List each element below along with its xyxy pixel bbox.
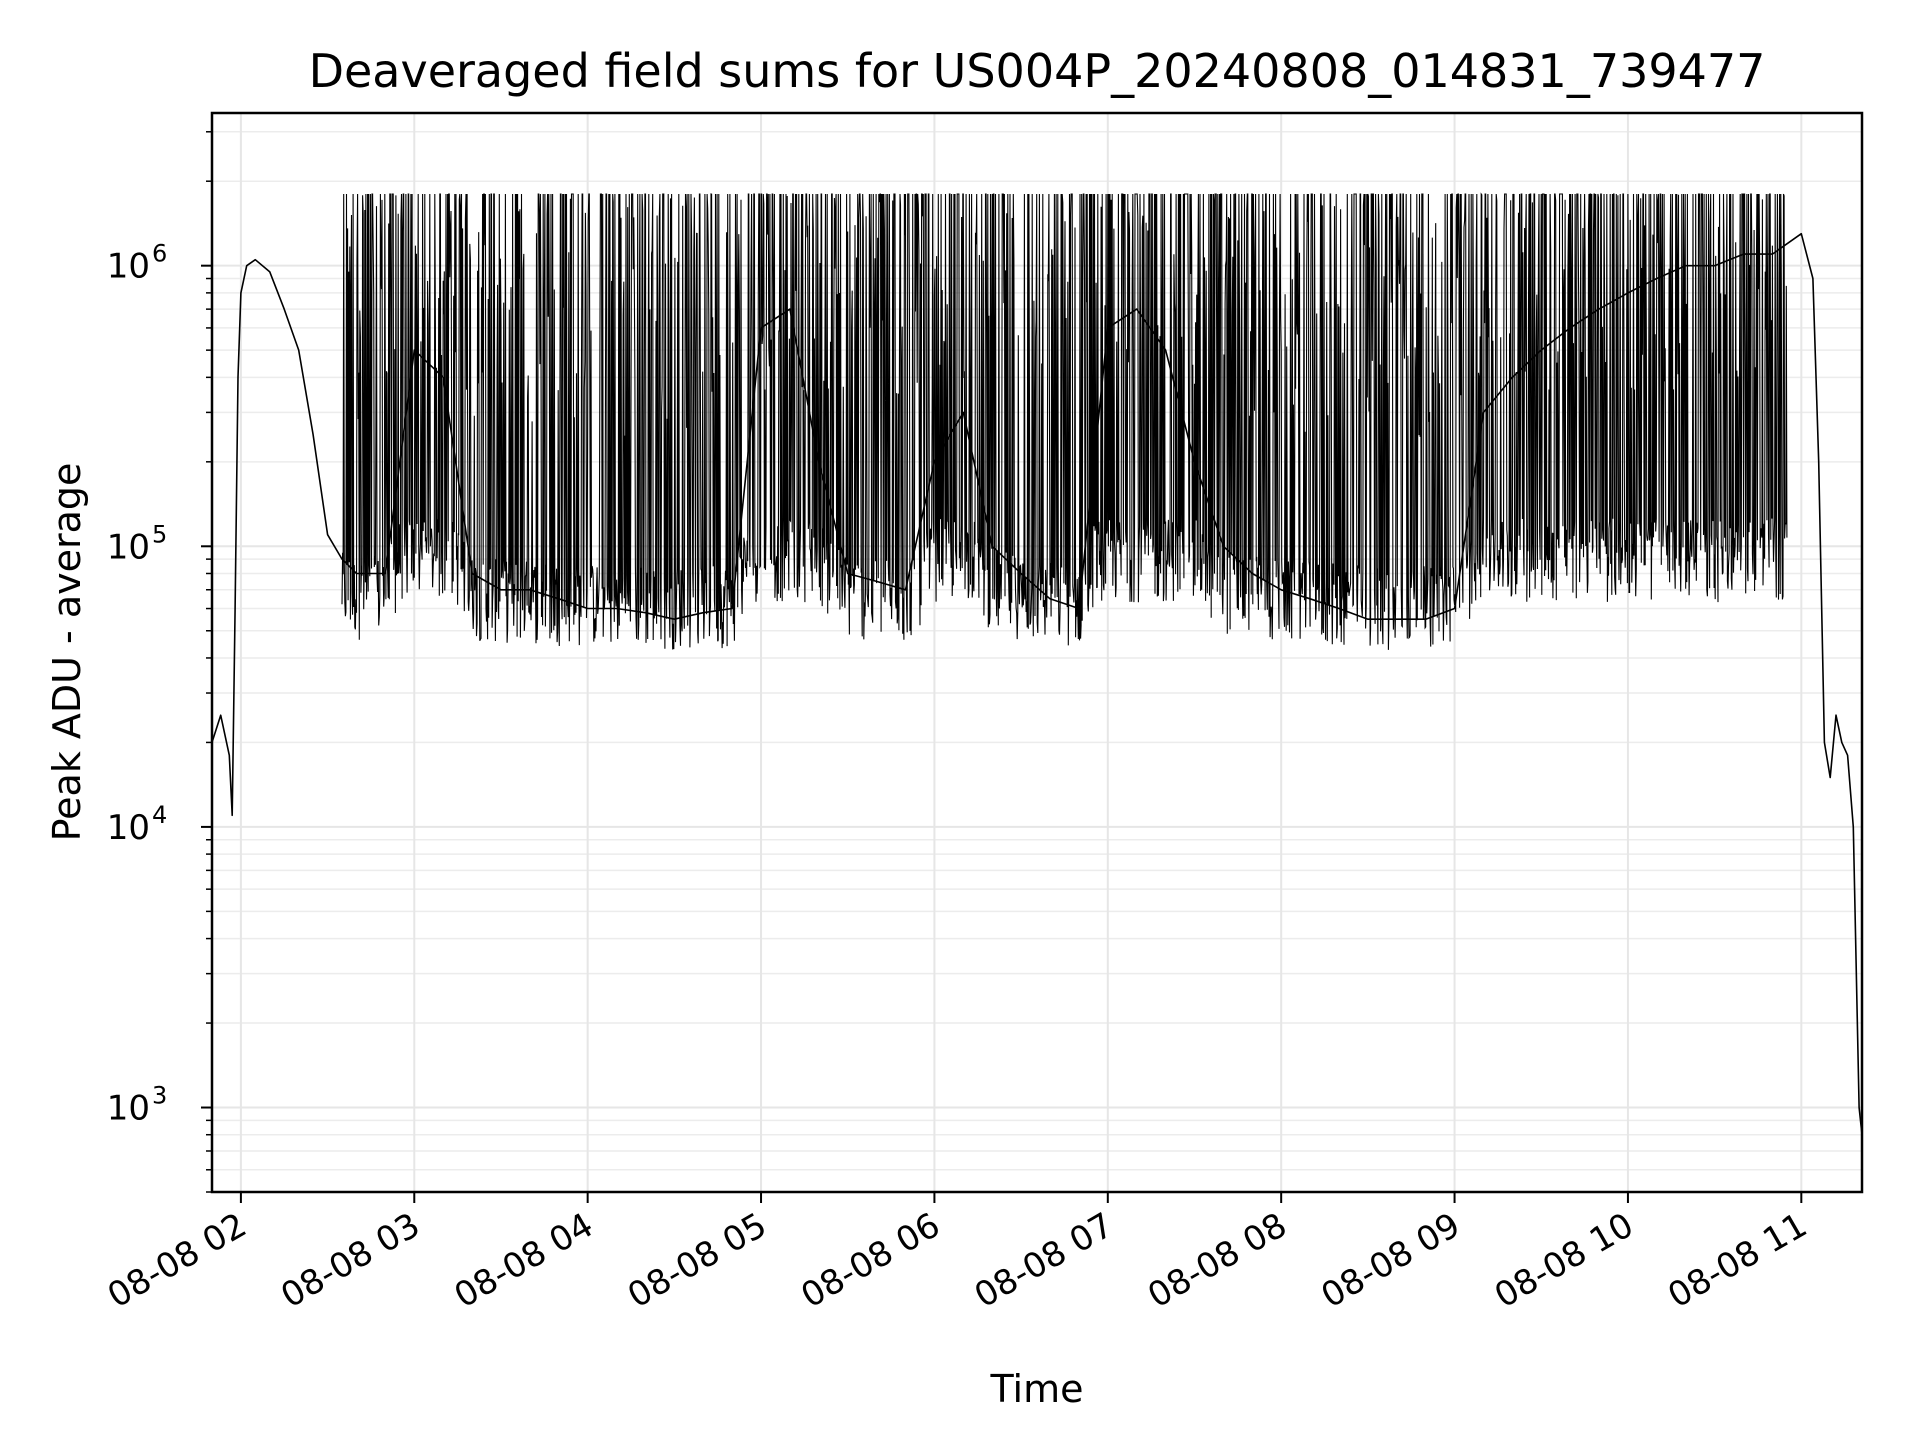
x-axis-label: Time bbox=[990, 1367, 1084, 1411]
y-tick-label: 10 bbox=[107, 247, 150, 287]
chart-title: Deaveraged field sums for US004P_2024080… bbox=[309, 44, 1766, 98]
y-tick-label: 10 bbox=[107, 808, 150, 848]
y-tick-exponent: 3 bbox=[152, 1082, 167, 1110]
plot-area bbox=[212, 192, 1862, 1135]
y-tick-label: 10 bbox=[107, 1089, 150, 1129]
series-fluctuation bbox=[341, 192, 1788, 650]
y-tick-exponent: 6 bbox=[152, 240, 167, 268]
y-tick-exponent: 4 bbox=[152, 801, 167, 829]
plot-frame bbox=[210, 111, 1864, 1194]
y-axis-label: Peak ADU - average bbox=[45, 463, 89, 842]
y-tick-exponent: 5 bbox=[152, 520, 167, 548]
y-tick-label: 10 bbox=[107, 527, 150, 567]
